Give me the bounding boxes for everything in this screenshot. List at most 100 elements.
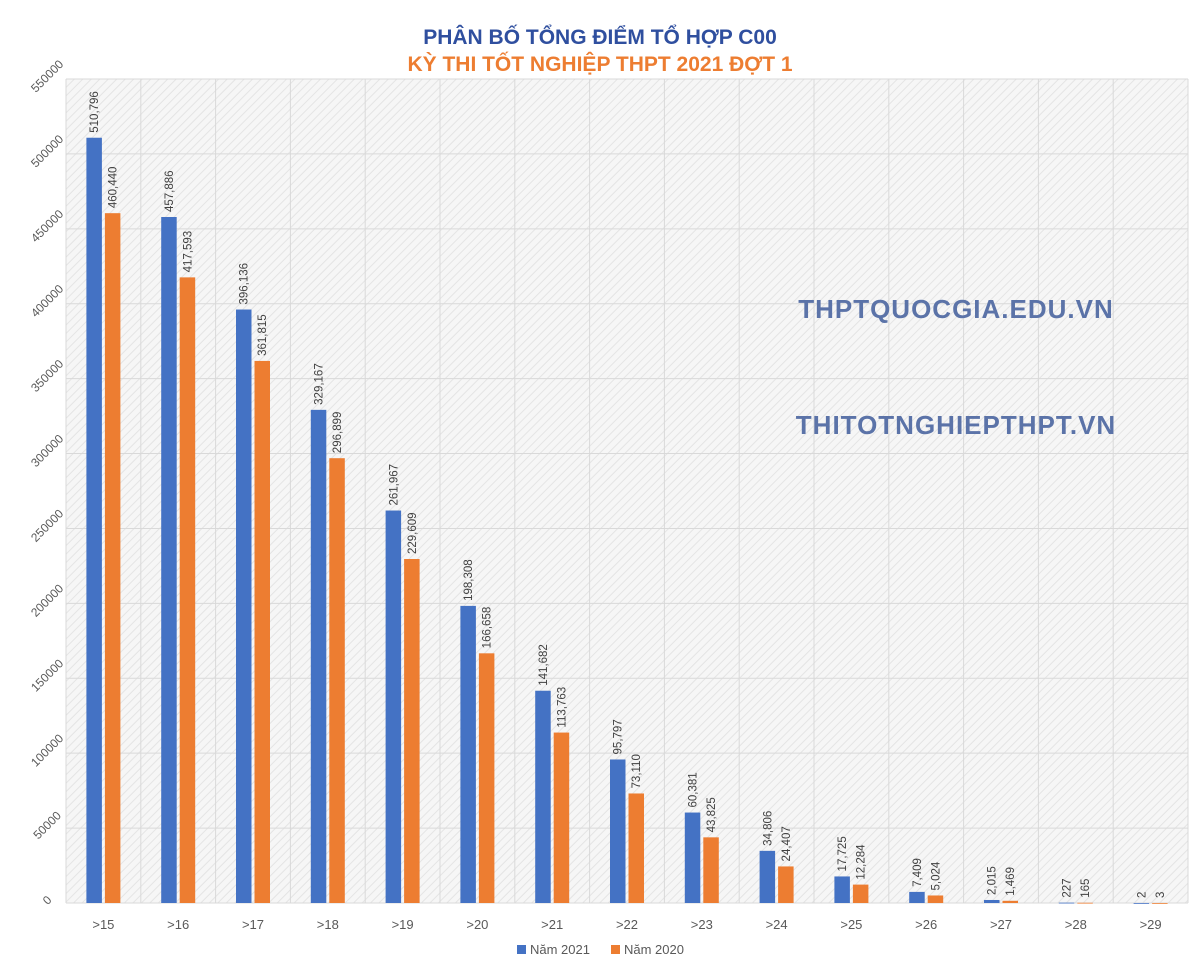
bar-2020: [1002, 900, 1018, 903]
x-tick-label: >16: [167, 917, 189, 932]
data-label-2021: 7,409: [912, 858, 924, 887]
x-tick-label: >22: [616, 917, 638, 932]
bar-2020: [179, 277, 196, 903]
bar-2020: [478, 653, 495, 903]
chart-title: PHÂN BỐ TỔNG ĐIỂM TỔ HỢP C00: [423, 25, 777, 49]
data-label-2020: 12,284: [856, 844, 868, 880]
bar-2020: [628, 793, 644, 903]
y-tick-label: 100000: [28, 731, 66, 769]
data-label-2020: 460,440: [108, 167, 120, 209]
data-label-2020: 24,407: [781, 826, 793, 861]
x-tick-label: >24: [766, 917, 788, 932]
y-tick-label: 450000: [28, 207, 66, 245]
watermark-1: THPTQUOCGIA.EDU.VN: [798, 294, 1114, 324]
x-tick-label: >26: [915, 917, 937, 932]
bar-2020: [852, 884, 869, 903]
y-tick-label: 150000: [28, 656, 66, 694]
x-axis-ticks: >15 >16 >17 >18 >19 >20 >21 >22 >23 >24 >25 >26 >27 >…: [92, 917, 1161, 932]
bar-2020: [104, 213, 121, 903]
bar-2020: [927, 895, 944, 903]
bar-2021: [236, 309, 252, 903]
legend-swatch-2021: [517, 945, 526, 954]
x-tick-label: >29: [1140, 917, 1162, 932]
bar-2021: [834, 876, 850, 903]
bar-2021: [759, 850, 776, 903]
bar-2021: [1133, 902, 1150, 904]
plot-area: [66, 79, 1188, 903]
bar-2021: [684, 812, 701, 903]
watermark-2: THITOTNGHIEPTHPT.VN: [796, 410, 1116, 440]
data-label-2021: 198,308: [463, 559, 475, 601]
x-tick-label: >27: [990, 917, 1012, 932]
x-tick-label: >17: [242, 917, 264, 932]
x-tick-label: >28: [1065, 917, 1087, 932]
data-label-2021: 457,886: [164, 170, 176, 212]
data-label-2021: 34,806: [762, 811, 774, 846]
x-tick-label: >18: [317, 917, 339, 932]
x-tick-label: >25: [840, 917, 862, 932]
bar-2021: [460, 605, 476, 903]
data-label-2021: 95,797: [613, 719, 625, 754]
data-label-2020: 229,609: [407, 512, 419, 554]
bar-2020: [1077, 902, 1093, 904]
chart-subtitle: KỲ THI TỐT NGHIỆP THPT 2021 ĐỢT 1: [407, 52, 792, 76]
legend-swatch-2020: [611, 945, 620, 954]
y-tick-label: 50000: [30, 808, 64, 842]
bar-2020: [404, 559, 420, 903]
y-tick-label: 400000: [28, 282, 66, 320]
bar-2021: [86, 137, 102, 903]
data-label-2021: 510,796: [89, 91, 101, 133]
data-label-2020: 296,899: [332, 412, 344, 454]
legend-label-2020: Năm 2020: [624, 942, 684, 957]
x-tick-label: >23: [691, 917, 713, 932]
x-tick-label: >19: [392, 917, 414, 932]
legend-label-2021: Năm 2021: [530, 942, 590, 957]
bar-2021: [161, 217, 177, 903]
data-label-2020: 361,815: [257, 314, 269, 356]
data-label-2020: 166,658: [482, 607, 494, 649]
data-label-2021: 17,725: [837, 836, 849, 871]
bar-2021: [984, 899, 1000, 903]
data-label-2020: 43,825: [706, 797, 718, 832]
y-tick-label: 550000: [28, 57, 66, 95]
y-tick-label: 250000: [28, 506, 66, 544]
bar-2020: [553, 732, 570, 903]
bar-2020: [778, 866, 794, 903]
bar-2021: [610, 759, 626, 903]
data-label-2021: 2,015: [987, 866, 999, 895]
data-label-2021: 227: [1062, 878, 1074, 897]
data-label-2021: 396,136: [239, 263, 251, 305]
x-tick-label: >21: [541, 917, 563, 932]
data-label-2020: 5,024: [930, 861, 942, 890]
bar-2021: [310, 409, 327, 903]
bar-2021: [909, 891, 925, 903]
data-label-2020: 417,593: [182, 231, 194, 273]
grid: [65, 78, 1189, 904]
bar-2021: [535, 690, 551, 903]
data-label-2021: 60,381: [688, 772, 700, 807]
x-tick-label: >20: [466, 917, 488, 932]
data-label-2020: 165: [1080, 879, 1092, 898]
data-label-2021: 329,167: [314, 363, 326, 405]
bar-2020: [254, 360, 270, 904]
legend: Năm 2021 Năm 2020: [517, 942, 684, 957]
bars: [86, 137, 1168, 904]
bar-2020: [329, 458, 345, 903]
y-tick-label: 500000: [28, 132, 66, 170]
y-tick-label: 200000: [28, 581, 66, 619]
y-tick-label: 350000: [28, 356, 66, 394]
y-tick-label: 300000: [28, 431, 66, 469]
bar-2020: [1152, 902, 1168, 904]
data-label-2021: 2: [1136, 892, 1148, 898]
data-label-2020: 73,110: [631, 754, 643, 788]
data-label-2021: 141,682: [538, 644, 550, 686]
y-axis-ticks: 0 50000 100000 150000 200000 250000 300000 3500…: [28, 57, 66, 908]
data-label-2020: 3: [1155, 892, 1167, 898]
x-tick-label: >15: [92, 917, 114, 932]
data-label-2021: 261,967: [388, 464, 400, 506]
data-label-2020: 1,469: [1005, 867, 1017, 896]
y-tick-label: 0: [40, 893, 55, 908]
bar-2020: [703, 837, 719, 903]
data-labels: 510,796 460,440 457,886 417,593 396,136 361,8…: [89, 91, 1167, 898]
